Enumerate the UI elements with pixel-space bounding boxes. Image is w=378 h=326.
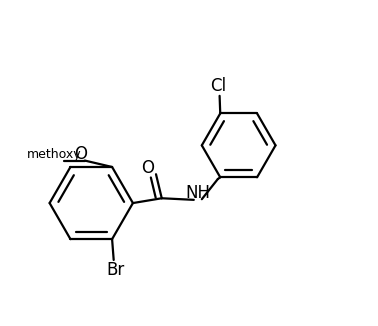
- Text: NH: NH: [185, 184, 210, 202]
- Text: O: O: [74, 144, 88, 163]
- Text: O: O: [141, 159, 155, 177]
- Text: Cl: Cl: [210, 77, 226, 95]
- Text: methoxy: methoxy: [26, 148, 81, 161]
- Text: Br: Br: [106, 261, 124, 279]
